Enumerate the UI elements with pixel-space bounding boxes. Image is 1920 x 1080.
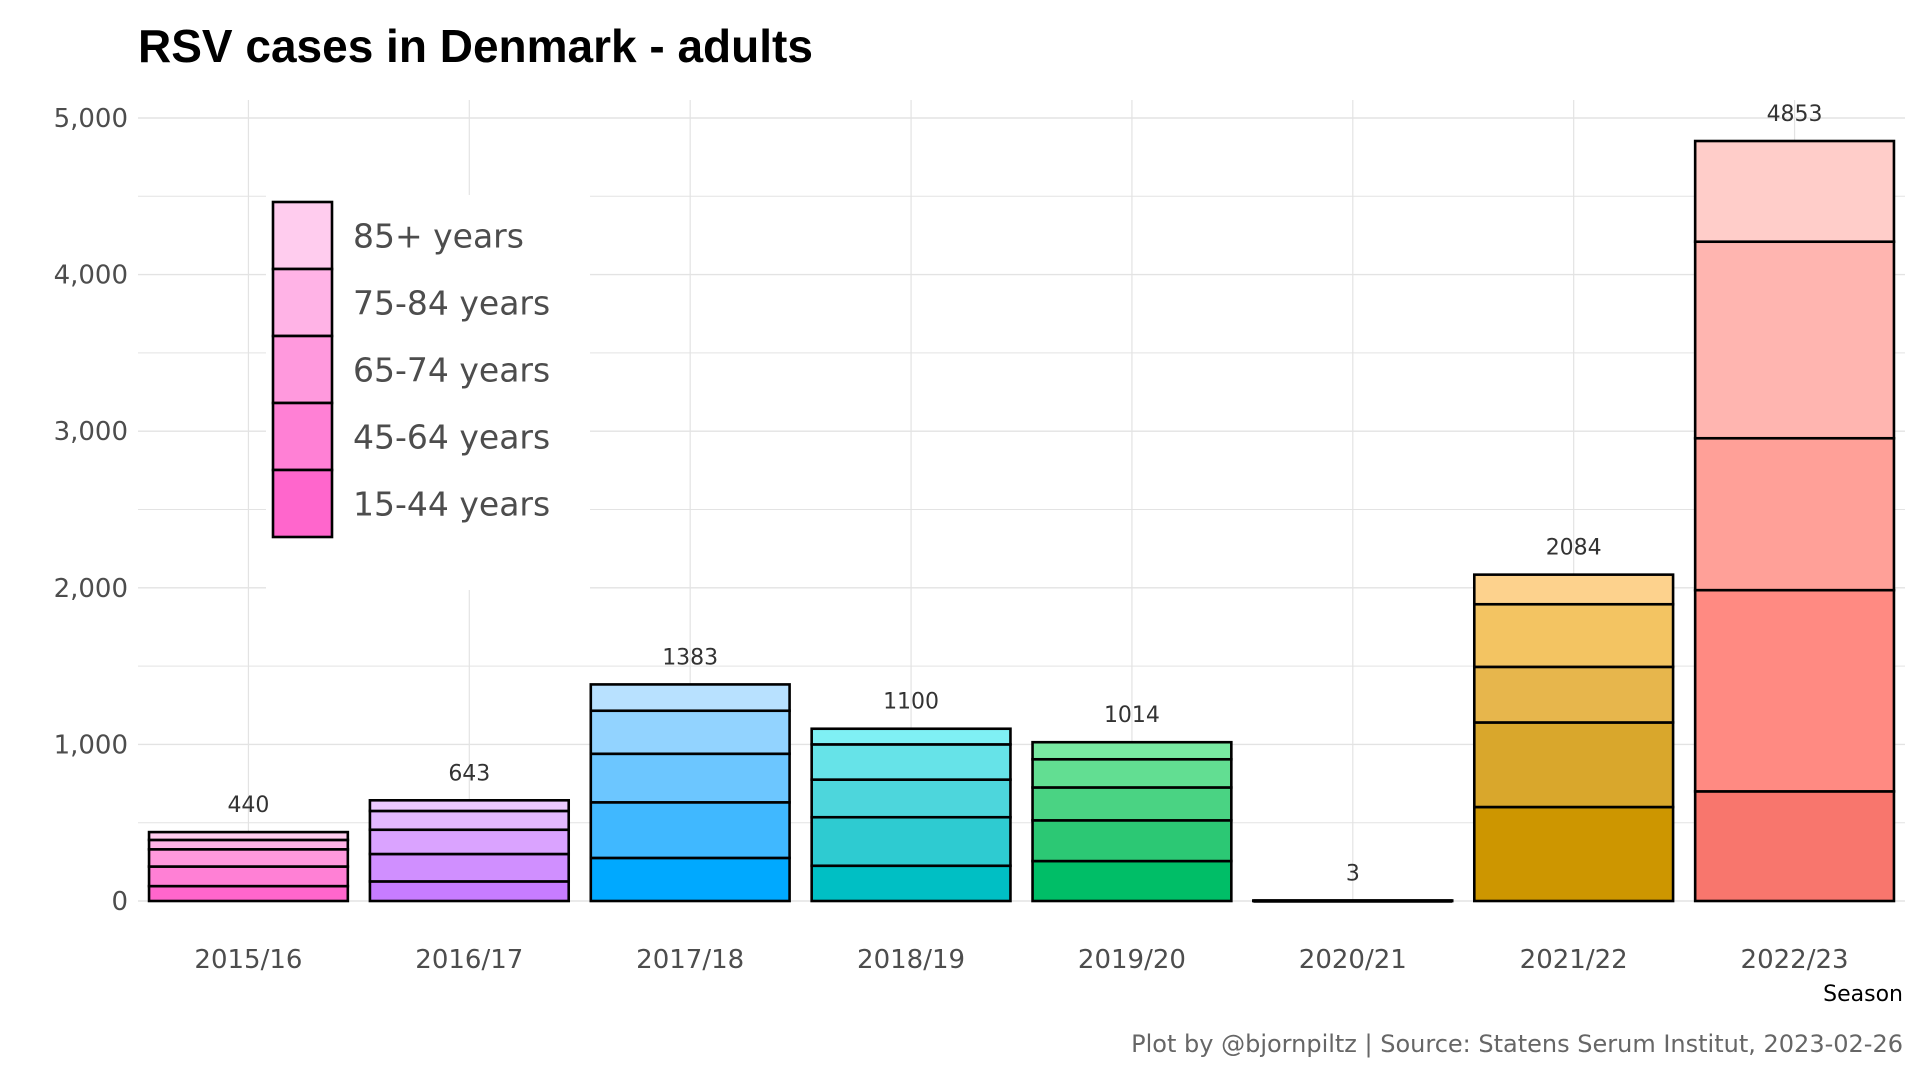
bar-stack: 4853 [1693,102,1896,903]
bar-segment [810,815,1012,868]
bars: 440 643 1383 1100 1014 3 2084 4853 [147,102,1896,903]
bar-segment [1031,786,1233,822]
bar-total-label: 643 [448,761,490,786]
y-tick-label: 1,000 [54,730,128,760]
legend-label: 65-74 years [353,351,550,390]
x-tick-label: 2017/18 [636,945,744,975]
bar-segment [810,778,1012,819]
x-tick-label: 2022/23 [1741,945,1849,975]
legend-key [271,468,334,539]
bar-total-label: 1100 [883,690,939,715]
bar-stack: 1014 [1031,703,1233,903]
legend-key [271,401,334,472]
bar-segment [1693,436,1896,592]
y-axis-ticks: 0 1,000 2,000 3,000 4,000 5,000 [54,104,128,917]
x-tick-label: 2016/17 [415,945,523,975]
bar-stack: 440 [147,793,350,903]
legend-label: 85+ years [353,217,524,256]
x-tick-label: 2020/21 [1299,945,1407,975]
chart-title: RSV cases in Denmark - adults [138,20,813,72]
bar-segment [147,830,350,842]
caption: Plot by @bjornpiltz | Source: Statens Se… [1131,1030,1903,1058]
bar-segment [1031,757,1233,789]
bar-segment [1031,740,1233,761]
y-tick-label: 4,000 [54,261,128,291]
bar-total-label: 4853 [1767,102,1823,127]
bar-segment [1472,602,1675,669]
bar-segment [147,838,350,851]
bar-segment [1472,805,1675,903]
x-tick-label: 2019/20 [1078,945,1186,975]
bar-segment [589,801,791,860]
bar-segment [810,727,1012,746]
bar-stack: 643 [368,761,571,903]
bar-total-label: 1383 [662,645,718,670]
bar-segment [589,856,791,903]
legend-label: 75-84 years [353,284,550,323]
bar-segment [147,848,350,868]
bar-segment [1031,819,1233,863]
legend-label: 15-44 years [353,485,550,524]
bar-segment [368,828,571,856]
bar-segment [1693,790,1896,903]
bar-segment [810,864,1012,903]
legend: 85+ years 75-84 years 65-74 years 45-64 yea… [266,195,590,590]
bar-segment [589,752,791,804]
bar-stack: 1383 [589,645,791,903]
bar-segment [368,799,571,813]
x-tick-label: 2015/16 [194,945,302,975]
bar-segment [147,884,350,903]
bar-total-label: 440 [227,793,269,818]
bar-segment [1472,721,1675,809]
bar-segment [1693,588,1896,793]
bar-segment [147,865,350,888]
x-axis-ticks: 2015/16 2016/17 2017/18 2018/19 2019/20 2020/… [194,945,1848,975]
bar-segment [810,743,1012,781]
bar-segment [368,880,571,903]
bar-stack: 2084 [1472,536,1675,903]
bar-total-label: 1014 [1104,703,1160,728]
bar-segment [1031,859,1233,903]
bar-segment [589,709,791,756]
bar-segment [368,852,571,883]
legend-key [271,200,334,271]
bar-segment [1693,240,1896,440]
y-tick-label: 5,000 [54,104,128,134]
y-tick-label: 3,000 [54,417,128,447]
bar-segment [589,683,791,713]
y-tick-label: 0 [111,887,128,917]
bar-total-label: 3 [1346,862,1360,887]
bar-segment [368,809,571,832]
y-tick-label: 2,000 [54,574,128,604]
x-tick-label: 2018/19 [857,945,965,975]
x-axis-label: Season [1823,982,1903,1007]
bar-stack: 3 [1252,862,1454,903]
bar-segment [1693,139,1896,244]
x-tick-label: 2021/22 [1520,945,1628,975]
bar-segment [1472,665,1675,724]
legend-key [271,334,334,405]
legend-label: 45-64 years [353,418,550,457]
bar-stack: 1100 [810,690,1012,903]
bar-segment [1472,573,1675,606]
bar-total-label: 2084 [1546,536,1602,561]
legend-key [271,267,334,338]
